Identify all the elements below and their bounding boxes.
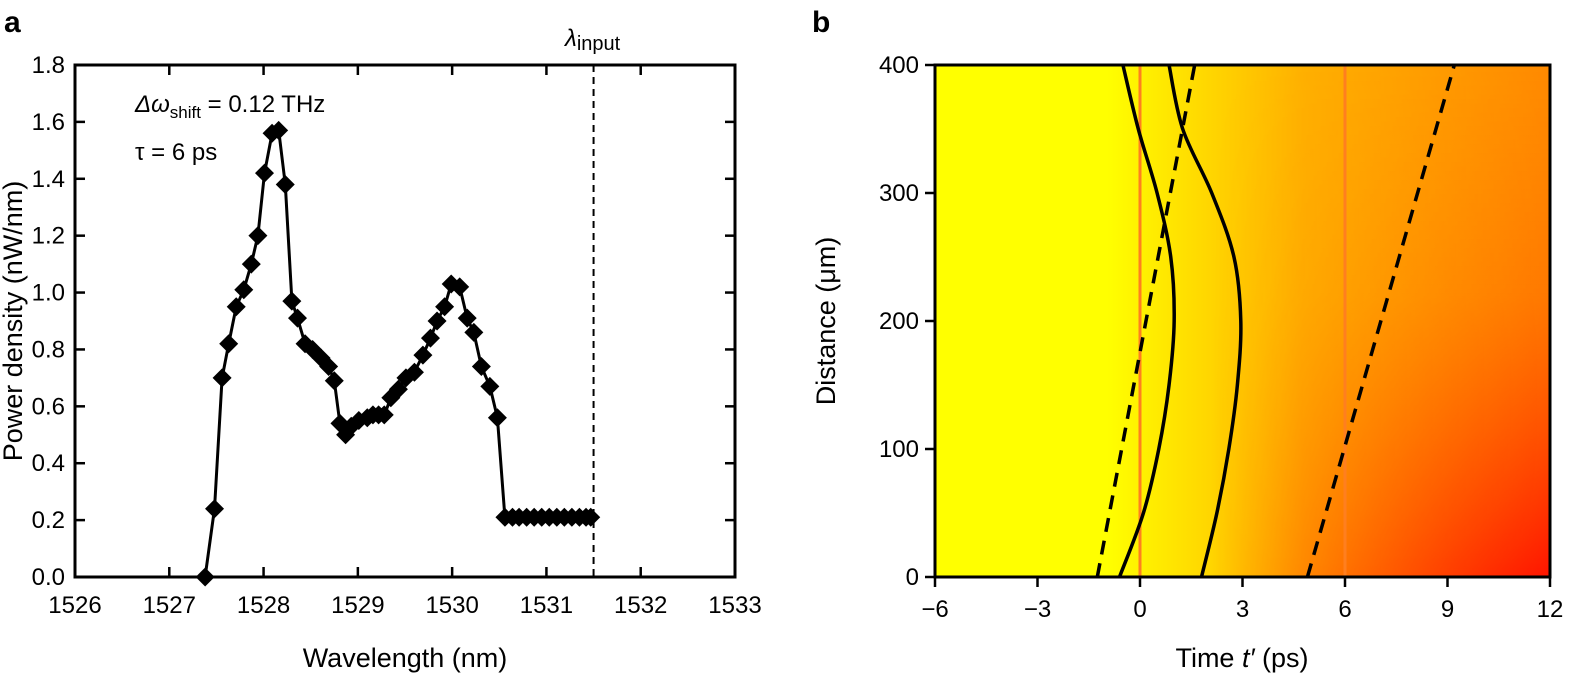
spectrum-point	[480, 376, 500, 396]
x-tick-label: 1526	[48, 592, 101, 619]
y-tick-label: 1.4	[32, 166, 65, 193]
spectrum-point	[457, 308, 477, 328]
x-tick-label: 0	[1133, 596, 1146, 623]
x-tick-label: 1531	[520, 592, 573, 619]
chart-a: 1526 1527 1528 1529 1530 1531 1532 1533 0.0 0.2 0.…	[0, 25, 762, 673]
panel-a-label: a	[4, 6, 21, 39]
spectrum-point	[374, 405, 394, 425]
y-tick-label: 300	[879, 180, 919, 207]
spectrum-point	[471, 357, 491, 377]
spectrum-point	[581, 507, 601, 527]
spectrum-points	[195, 120, 601, 587]
x-tick-label: 1532	[614, 592, 667, 619]
x-tick-label: 1528	[237, 592, 290, 619]
spectrum-point	[282, 291, 302, 311]
spectrum-point	[464, 322, 484, 342]
x-tick-label: 6	[1338, 596, 1351, 623]
spectrum-point	[195, 567, 215, 587]
y-tick-label: 0.2	[32, 507, 65, 534]
y-tick-label: 1.0	[32, 280, 65, 307]
y-tick-label: 400	[879, 52, 919, 79]
spectrum-point	[427, 311, 447, 331]
x-tick-label: −6	[921, 596, 948, 623]
spectrum-point	[450, 277, 470, 297]
spectrum-point	[248, 226, 268, 246]
dashed-lines	[1095, 64, 1457, 578]
time-markers	[1138, 65, 1347, 577]
chart-a-frame	[73, 63, 737, 579]
spectrum-point	[275, 174, 295, 194]
spectrum-point	[404, 362, 424, 382]
y-tick-label: 0.8	[32, 336, 65, 363]
chart-a-ylabel: Power density (nW/nm)	[0, 181, 28, 462]
chart-a-xlabel: Wavelength (nm)	[303, 643, 508, 673]
chart-b-ticks: −6 −3 0 3 6 9 12 0 100 200 300 400	[879, 52, 1563, 623]
spectrum-point	[288, 308, 308, 328]
y-tick-label: 1.6	[32, 109, 65, 136]
spectrum-point	[234, 280, 254, 300]
spectrum-point	[219, 334, 239, 354]
y-tick-label: 0.0	[32, 564, 65, 591]
delta-omega-annotation: Δωshift = 0.12 THz	[134, 91, 325, 122]
spectrum-point	[255, 163, 275, 183]
x-tick-label: 3	[1236, 596, 1249, 623]
spectrum-point	[420, 328, 440, 348]
x-tick-label: 12	[1537, 596, 1564, 623]
y-tick-label: 200	[879, 308, 919, 335]
spectrum-point	[241, 254, 261, 274]
spectrum-point	[435, 297, 455, 317]
spectrum-point	[319, 357, 339, 377]
y-tick-label: 1.8	[32, 52, 65, 79]
chart-b: −6 −3 0 3 6 9 12 0 100 200 300 400 Time t′ (ps) Dis…	[811, 52, 1563, 673]
dashed-trajectory	[1305, 64, 1457, 578]
x-tick-label: 1529	[331, 592, 384, 619]
solid-curve	[1167, 64, 1243, 578]
y-tick-label: 0.6	[32, 393, 65, 420]
x-tick-label: 1530	[425, 592, 478, 619]
spectrum-point	[205, 499, 225, 519]
spectrum-point	[413, 345, 433, 365]
chart-b-xlabel: Time t′ (ps)	[1175, 643, 1308, 673]
x-tick-label: 9	[1441, 596, 1454, 623]
y-tick-label: 1.2	[32, 223, 65, 250]
spectrum-point	[269, 120, 289, 140]
x-tick-label: −3	[1024, 596, 1051, 623]
lambda-input-label: λinput	[563, 25, 621, 55]
panel-b-label: b	[812, 6, 830, 39]
spectrum-point	[212, 368, 232, 388]
solid-curves	[1117, 64, 1243, 578]
spectrum-point	[487, 408, 507, 428]
y-tick-label: 100	[879, 436, 919, 463]
dashed-trajectory	[1095, 64, 1197, 578]
spectrum-point	[226, 297, 246, 317]
chart-a-ticks: 1526 1527 1528 1529 1530 1531 1532 1533 0.0 0.2 0.…	[32, 52, 762, 619]
y-tick-label: 0	[906, 564, 919, 591]
x-tick-label: 1533	[708, 592, 761, 619]
x-tick-label: 1527	[143, 592, 196, 619]
y-tick-label: 0.4	[32, 450, 65, 477]
chart-b-ylabel: Distance (μm)	[811, 237, 841, 406]
tau-annotation: τ = 6 ps	[135, 139, 217, 166]
solid-curve	[1117, 64, 1176, 578]
spectrum-point	[324, 371, 344, 391]
